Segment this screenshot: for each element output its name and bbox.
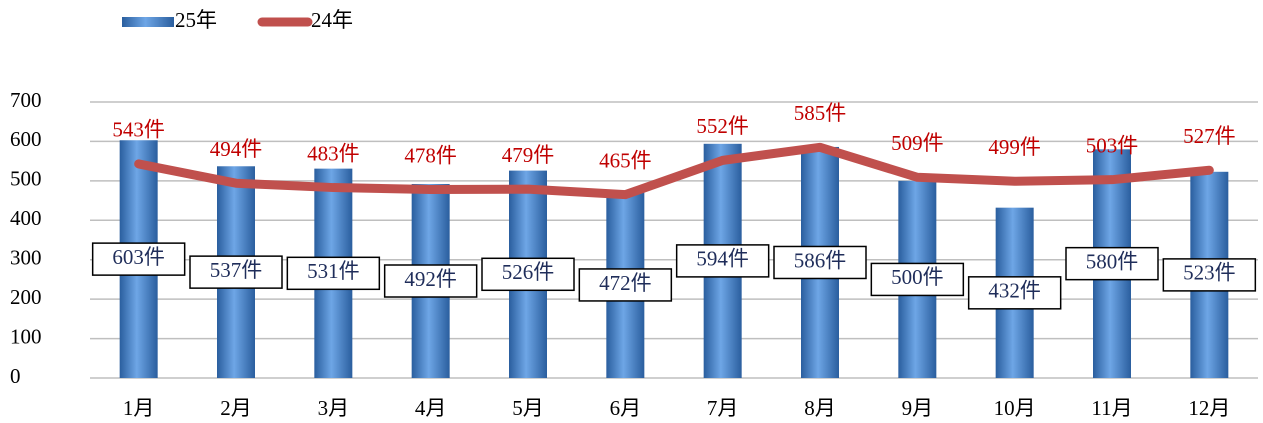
x-tick-label: 8月 <box>804 396 836 420</box>
data-label: 494件 <box>210 137 263 161</box>
data-label: 526件 <box>502 260 555 284</box>
data-label: 479件 <box>502 143 555 167</box>
x-tick-label: 5月 <box>512 396 544 420</box>
data-label: 500件 <box>891 265 944 289</box>
data-label: 586件 <box>794 248 847 272</box>
x-tick-label: 6月 <box>610 396 642 420</box>
data-label: 523件 <box>1183 261 1236 285</box>
y-tick-label: 200 <box>10 285 42 309</box>
data-label: 580件 <box>1086 249 1139 273</box>
data-label: 543件 <box>112 118 165 142</box>
data-label: 472件 <box>599 271 652 295</box>
data-label: 492件 <box>404 267 457 291</box>
data-label: 552件 <box>696 114 749 138</box>
data-label-box <box>1065 246 1159 281</box>
data-label: 537件 <box>210 258 263 282</box>
x-tick-label: 1月 <box>123 396 155 420</box>
x-tick-label: 10月 <box>994 396 1036 420</box>
data-label-box <box>1162 258 1257 292</box>
data-label-box <box>286 256 381 291</box>
data-label-box <box>91 242 186 276</box>
legend-label: 24年 <box>311 8 353 32</box>
line <box>134 142 1214 200</box>
x-tick-label: 4月 <box>415 396 447 420</box>
data-label: 594件 <box>696 247 749 271</box>
data-label-box <box>578 268 673 302</box>
data-label: 585件 <box>794 101 847 125</box>
y-tick-label: 700 <box>10 88 42 112</box>
data-label-box <box>967 276 1062 310</box>
data-label-box <box>870 262 965 297</box>
data-label: 503件 <box>1086 133 1139 157</box>
x-tick-label: 11月 <box>1091 396 1132 420</box>
y-tick-label: 600 <box>10 127 42 151</box>
data-label: 499件 <box>988 135 1041 159</box>
x-tick-label: 3月 <box>318 396 350 420</box>
y-tick-label: 300 <box>10 246 42 270</box>
data-label-box <box>189 255 283 289</box>
data-label: 465件 <box>599 148 652 172</box>
y-tick-label: 400 <box>10 206 42 230</box>
data-label-box <box>481 257 575 292</box>
y-tick-label: 0 <box>10 364 21 388</box>
data-label: 531件 <box>307 259 360 283</box>
data-label: 527件 <box>1183 124 1236 148</box>
data-label-box <box>675 244 770 278</box>
y-tick-label: 500 <box>10 167 42 191</box>
data-label-box <box>773 245 867 280</box>
legend-label: 25年 <box>175 8 217 32</box>
data-label: 432件 <box>988 279 1041 303</box>
legend-swatch <box>122 17 174 27</box>
data-label: 483件 <box>307 141 360 165</box>
data-label: 603件 <box>112 245 165 269</box>
x-tick-label: 12月 <box>1188 396 1230 420</box>
x-tick-label: 7月 <box>707 396 739 420</box>
x-tick-label: 2月 <box>220 396 252 420</box>
data-label: 509件 <box>891 131 944 155</box>
x-tick-label: 9月 <box>902 396 934 420</box>
data-label: 478件 <box>404 143 457 167</box>
data-label-box <box>383 264 478 298</box>
y-tick-label: 100 <box>10 324 42 348</box>
